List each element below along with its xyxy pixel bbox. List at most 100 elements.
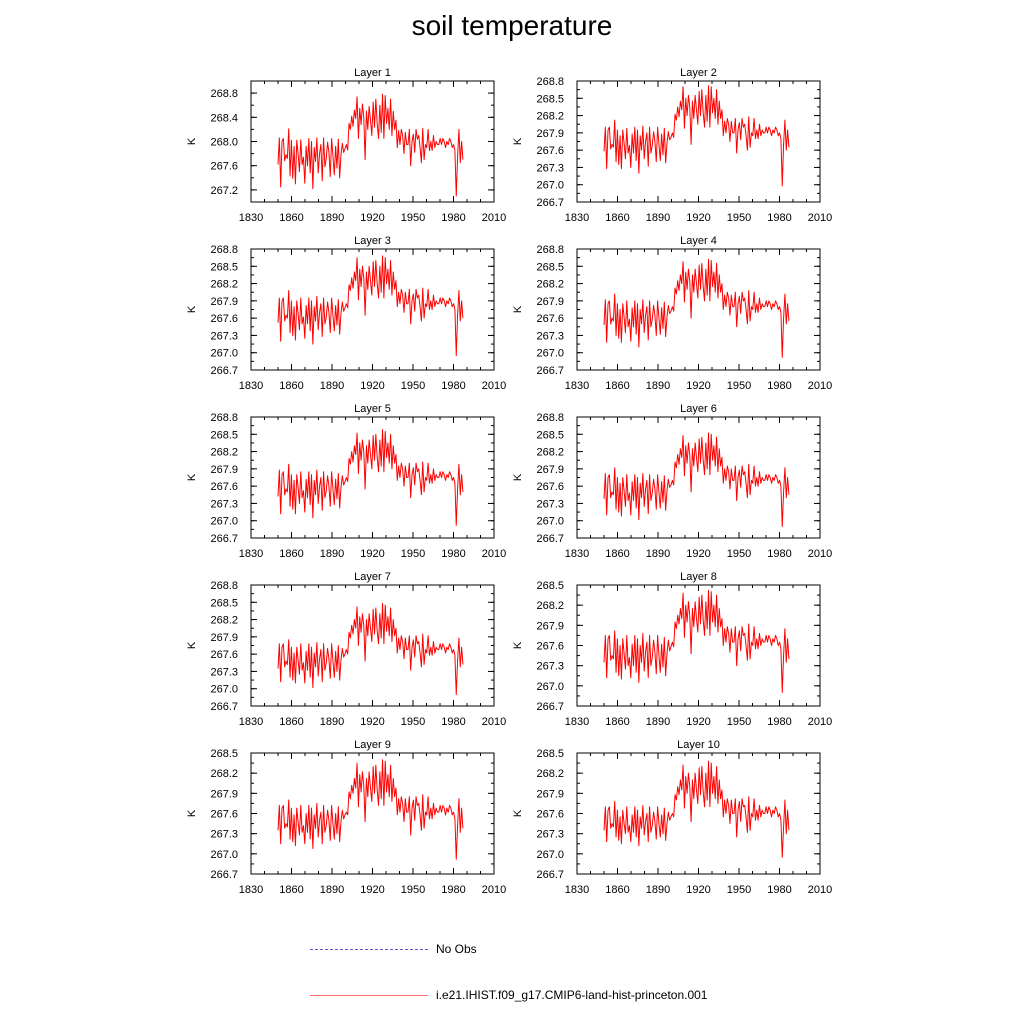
panel-5-x-tick-label: 1860	[279, 548, 303, 560]
panel-9-x-tick-label: 1830	[239, 884, 263, 896]
panel-7-x-tick-label: 1920	[360, 716, 384, 728]
legend-swatch-no-obs	[310, 949, 428, 950]
panel-2-y-axis-label: K	[512, 137, 524, 145]
panel-9-x-tick-label: 1950	[401, 884, 425, 896]
panel-6-y-tick-label: 267.6	[536, 481, 564, 493]
panel-3-x-tick-label: 1830	[239, 380, 263, 392]
panel-6-series-line-1	[603, 432, 790, 527]
panel-4-x-tick-label: 2010	[808, 380, 832, 392]
panel-3-y-tick-label: 268.2	[210, 279, 238, 291]
legend-label-no-obs: No Obs	[436, 942, 477, 956]
panel-6-y-axis-label: K	[512, 473, 524, 481]
panel-4-x-tick-label: 1950	[727, 380, 751, 392]
panel-2-x-tick-label: 1920	[686, 212, 710, 224]
panel-5-y-tick-label: 267.6	[210, 481, 238, 493]
panel-10-x-tick-label: 1950	[727, 884, 751, 896]
panel-10-x-tick-label: 1890	[646, 884, 670, 896]
panel-10-y-tick-label: 267.9	[536, 788, 564, 800]
panel-10-y-tick-label: 267.6	[536, 809, 564, 821]
panel-3-y-tick-label: 267.9	[210, 296, 238, 308]
panel-9-x-tick-label: 2010	[482, 884, 506, 896]
panel-4-series-line-1	[603, 258, 790, 358]
panel-1-title: Layer 1	[354, 67, 391, 79]
panel-4-y-tick-label: 268.2	[536, 279, 564, 291]
panel-3-title: Layer 3	[354, 235, 391, 247]
panel-4-x-tick-label: 1860	[605, 380, 629, 392]
panel-4-y-tick-label: 268.5	[536, 261, 564, 273]
panel-1-x-tick-label: 1890	[320, 212, 344, 224]
panel-4-x-tick-label: 1890	[646, 380, 670, 392]
panel-2-y-tick-label: 268.5	[536, 93, 564, 105]
panel-5-x-tick-label: 1830	[239, 548, 263, 560]
panel-2-y-tick-label: 266.7	[536, 197, 564, 209]
panel-10-x-tick-label: 1860	[605, 884, 629, 896]
panel-1-y-tick-label: 268.8	[210, 88, 238, 100]
panel-5-plot-frame	[250, 416, 495, 539]
legend-label-model-run: i.e21.IHIST.f09_g17.CMIP6-land-hist-prin…	[436, 988, 708, 1002]
panel-10-x-tick-label: 1980	[767, 884, 791, 896]
panel-3-y-tick-label: 267.6	[210, 313, 238, 325]
panel-5-x-tick-label: 1920	[360, 548, 384, 560]
panel-7-y-tick-label: 268.8	[210, 580, 238, 592]
panel-3-x-tick-label: 1980	[441, 380, 465, 392]
panel-6-y-tick-label: 267.9	[536, 464, 564, 476]
panel-5-y-tick-label: 268.2	[210, 447, 238, 459]
panel-2-x-tick-label: 1830	[565, 212, 589, 224]
panel-7-x-tick-label: 1860	[279, 716, 303, 728]
panel-9-y-tick-label: 267.6	[210, 809, 238, 821]
panel-5-x-tick-label: 1890	[320, 548, 344, 560]
panel-4-y-tick-label: 267.0	[536, 348, 564, 360]
panel-10-plot-frame	[576, 752, 821, 875]
panel-8-y-axis-label: K	[512, 641, 524, 649]
panel-6-x-tick-label: 2010	[808, 548, 832, 560]
panel-3-y-tick-label: 268.8	[210, 244, 238, 256]
panel-7-x-tick-label: 1950	[401, 716, 425, 728]
panel-8-x-tick-label: 1860	[605, 716, 629, 728]
panel-2-x-tick-label: 1890	[646, 212, 670, 224]
panel-5-y-tick-label: 267.9	[210, 464, 238, 476]
panel-6-title: Layer 6	[680, 403, 717, 415]
panel-6-y-tick-label: 268.5	[536, 429, 564, 441]
panel-6-y-tick-label: 266.7	[536, 533, 564, 545]
panel-9-y-tick-label: 266.7	[210, 869, 238, 881]
panel-7-y-tick-label: 266.7	[210, 701, 238, 713]
panel-8-y-tick-label: 267.0	[536, 681, 564, 693]
panel-8-y-tick-label: 268.5	[536, 580, 564, 592]
panel-5-y-tick-label: 268.5	[210, 429, 238, 441]
panel-9-y-axis-label: K	[186, 809, 198, 817]
panel-8-x-tick-label: 2010	[808, 716, 832, 728]
panel-6-y-tick-label: 268.8	[536, 412, 564, 424]
panel-2-y-tick-label: 268.8	[536, 76, 564, 88]
panel-5-x-tick-label: 1980	[441, 548, 465, 560]
panel-3-x-tick-label: 1890	[320, 380, 344, 392]
panel-8-x-tick-label: 1830	[565, 716, 589, 728]
panel-5-y-tick-label: 266.7	[210, 533, 238, 545]
panel-4-y-tick-label: 267.6	[536, 313, 564, 325]
panel-7-y-tick-label: 267.6	[210, 649, 238, 661]
panel-2-y-tick-label: 267.3	[536, 162, 564, 174]
panel-9-x-tick-label: 1890	[320, 884, 344, 896]
panel-9-x-tick-label: 1920	[360, 884, 384, 896]
panel-6-y-tick-label: 268.2	[536, 447, 564, 459]
panel-3-y-tick-label: 267.0	[210, 348, 238, 360]
panel-1-y-tick-label: 268.4	[210, 112, 238, 124]
panel-4-y-tick-label: 268.8	[536, 244, 564, 256]
panel-3-x-tick-label: 2010	[482, 380, 506, 392]
panel-8-y-tick-label: 266.7	[536, 701, 564, 713]
panel-2-x-tick-label: 1950	[727, 212, 751, 224]
panel-8-x-tick-label: 1950	[727, 716, 751, 728]
panel-6-y-tick-label: 267.3	[536, 498, 564, 510]
panel-1-x-tick-label: 2010	[482, 212, 506, 224]
panel-1-y-axis-label: K	[186, 137, 198, 145]
panel-7-y-tick-label: 267.3	[210, 666, 238, 678]
panel-3-y-tick-label: 266.7	[210, 365, 238, 377]
panel-7-y-tick-label: 268.5	[210, 597, 238, 609]
panel-4-y-axis-label: K	[512, 305, 524, 313]
panel-9-x-tick-label: 1860	[279, 884, 303, 896]
panel-1-x-tick-label: 1860	[279, 212, 303, 224]
panel-8-series-line-1	[603, 589, 790, 694]
panel-2-y-tick-label: 267.0	[536, 180, 564, 192]
panel-8-y-tick-label: 267.6	[536, 641, 564, 653]
panel-7-title: Layer 7	[354, 571, 391, 583]
panel-2-x-tick-label: 2010	[808, 212, 832, 224]
